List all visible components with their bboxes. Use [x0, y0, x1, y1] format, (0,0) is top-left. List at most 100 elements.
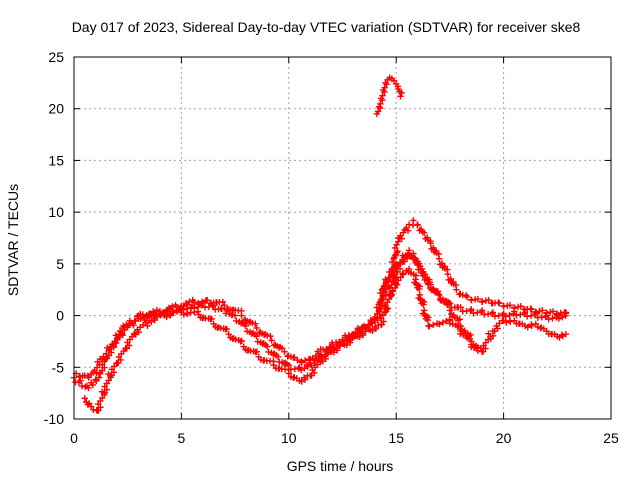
data-point — [403, 255, 411, 262]
data-point — [104, 344, 111, 351]
y-tick-label: 10 — [48, 204, 64, 220]
data-point — [169, 303, 176, 310]
x-tick-label: 0 — [70, 430, 78, 446]
data-point — [150, 315, 158, 322]
data-point — [420, 229, 428, 237]
grid-lines — [74, 57, 611, 419]
data-point — [95, 374, 103, 381]
data-point — [528, 306, 535, 313]
y-tick-label: 5 — [56, 256, 64, 272]
data-point — [381, 84, 388, 91]
data-point — [435, 291, 443, 299]
data-point — [84, 372, 92, 380]
y-axis-label: SDTVAR / TECUs — [5, 184, 21, 296]
x-tick-label: 25 — [603, 430, 619, 446]
data-point — [356, 333, 363, 341]
data-point — [398, 235, 405, 242]
data-point — [454, 323, 461, 330]
data-point — [420, 301, 427, 308]
data-point — [502, 313, 509, 320]
data-point — [237, 320, 245, 327]
data-point — [436, 320, 443, 328]
data-point — [517, 303, 524, 310]
data-point — [489, 309, 497, 316]
data-point — [93, 377, 100, 385]
y-tick-label: 0 — [56, 308, 64, 324]
data-point — [446, 307, 454, 314]
data-point — [219, 298, 227, 306]
data-point — [89, 381, 96, 389]
x-tick-label: 20 — [496, 430, 512, 446]
data-point — [381, 303, 388, 310]
data-point — [336, 342, 343, 350]
data-point — [549, 315, 556, 322]
data-point — [532, 320, 540, 328]
data-point — [389, 272, 397, 279]
data-point — [562, 309, 570, 316]
data-point — [207, 315, 214, 323]
data-point — [457, 304, 464, 311]
x-tick-label: 10 — [281, 430, 297, 446]
data-point — [462, 292, 470, 299]
data-point — [405, 250, 413, 257]
data-point — [558, 314, 566, 321]
data-point — [166, 311, 173, 318]
data-point — [148, 318, 155, 326]
data-point — [503, 319, 510, 326]
data-point — [410, 217, 417, 224]
data-point — [496, 299, 503, 307]
data-point — [195, 299, 202, 307]
data-point — [403, 224, 410, 232]
data-point — [377, 100, 384, 108]
data-point — [427, 239, 434, 247]
data-point — [402, 252, 409, 259]
data-point — [297, 366, 305, 374]
data-point — [270, 351, 277, 358]
data-point — [253, 324, 260, 332]
data-point — [453, 286, 460, 293]
data-point — [300, 374, 308, 381]
data-point — [412, 255, 419, 262]
data-point — [92, 376, 99, 383]
data-point — [562, 330, 570, 338]
data-point — [294, 356, 301, 364]
data-point — [81, 395, 88, 402]
data-point — [203, 296, 211, 304]
data-point — [398, 89, 405, 97]
y-tick-label: 25 — [48, 49, 64, 65]
data-point — [474, 295, 482, 303]
data-point — [379, 296, 386, 304]
data-point — [323, 345, 330, 353]
data-point — [545, 315, 552, 323]
data-point — [506, 311, 513, 319]
data-point — [222, 326, 229, 333]
data-point — [444, 301, 451, 309]
data-point — [84, 401, 91, 408]
data-point — [429, 321, 437, 329]
data-point — [278, 345, 286, 352]
data-point — [478, 307, 486, 314]
data-point — [259, 340, 266, 348]
data-points — [70, 74, 570, 414]
data-point — [173, 308, 181, 315]
data-point — [399, 270, 407, 277]
data-point — [237, 338, 244, 345]
data-point — [268, 337, 275, 344]
data-point — [444, 271, 451, 278]
data-point — [539, 307, 546, 314]
data-point — [463, 293, 471, 301]
data-point — [474, 347, 482, 354]
y-tick-label: 15 — [48, 152, 64, 168]
data-point — [85, 400, 93, 407]
data-point — [112, 332, 120, 339]
data-point — [254, 338, 261, 345]
data-point — [165, 304, 173, 312]
data-point — [153, 306, 161, 314]
data-point — [379, 92, 386, 99]
data-point — [326, 343, 333, 351]
x-tick-label: 15 — [388, 430, 404, 446]
data-point — [428, 286, 436, 293]
data-point — [275, 344, 283, 351]
data-point — [455, 322, 463, 330]
y-tick-label: -10 — [44, 411, 64, 427]
